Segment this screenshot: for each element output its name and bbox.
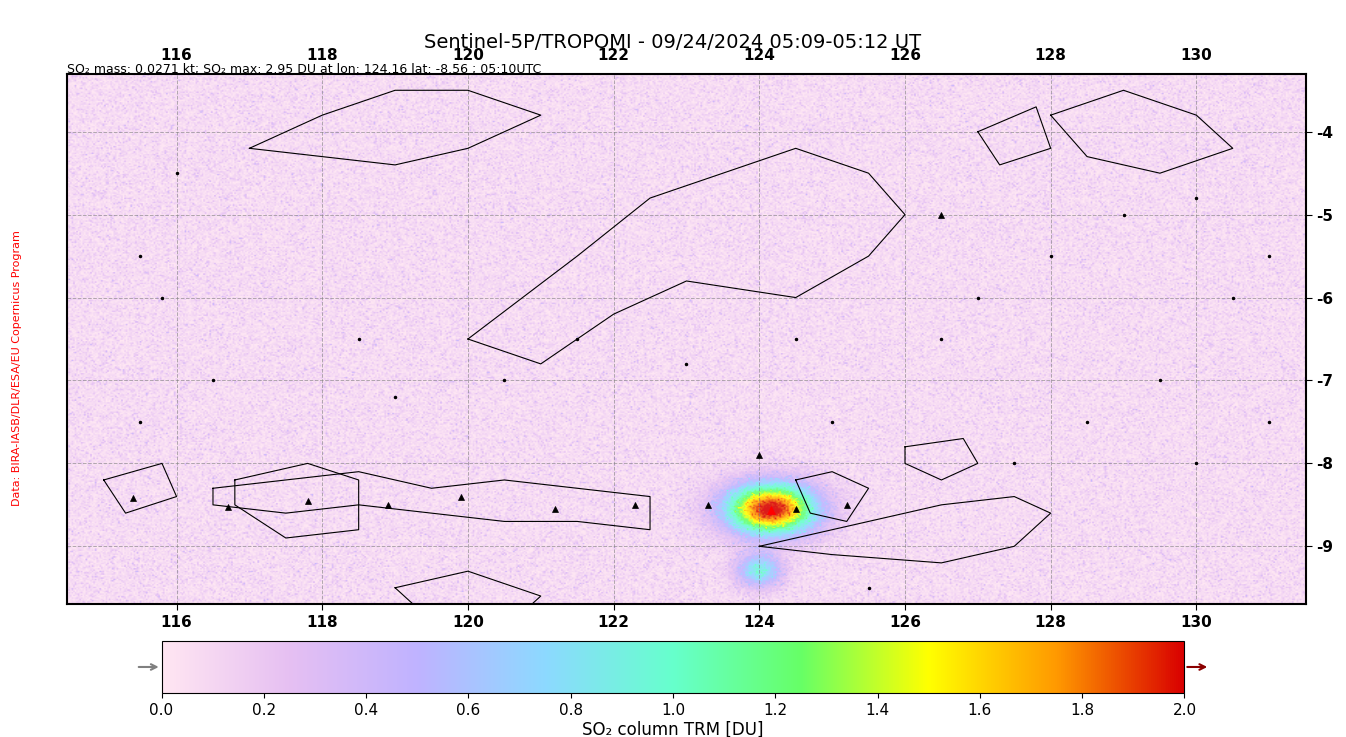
Text: Sentinel-5P/TROPOMI - 09/24/2024 05:09-05:12 UT: Sentinel-5P/TROPOMI - 09/24/2024 05:09-0… xyxy=(424,33,922,52)
Text: Data: BIRA-IASB/DLR/ESA/EU Copernicus Program: Data: BIRA-IASB/DLR/ESA/EU Copernicus Pr… xyxy=(12,231,23,506)
Text: SO₂ mass: 0.0271 kt; SO₂ max: 2.95 DU at lon: 124.16 lat: -8.56 ; 05:10UTC: SO₂ mass: 0.0271 kt; SO₂ max: 2.95 DU at… xyxy=(67,63,541,76)
X-axis label: SO₂ column TRM [DU]: SO₂ column TRM [DU] xyxy=(583,720,763,737)
